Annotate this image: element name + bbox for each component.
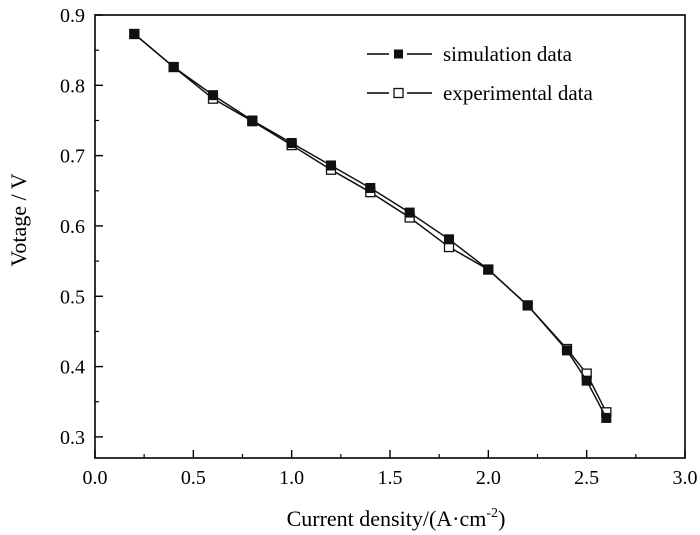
x-tick-label: 2.0 (476, 467, 501, 489)
legend-item-simulation: simulation data (367, 42, 573, 66)
data-point-filled (483, 264, 494, 275)
y-tick-label: 0.6 (60, 216, 85, 238)
data-point-filled (522, 300, 533, 311)
x-tick-label: 0.5 (181, 467, 206, 489)
data-point-filled (365, 182, 376, 193)
data-point-filled (208, 90, 218, 101)
data-point-filled (601, 412, 612, 423)
y-tick-label: 0.4 (60, 357, 85, 379)
data-point-filled (562, 345, 572, 356)
data-point-filled (444, 234, 454, 245)
y-axis-label: Votage / V (6, 173, 31, 266)
data-point-filled (129, 28, 140, 39)
series-line (133, 33, 608, 413)
x-tick-label: 0.0 (83, 467, 108, 489)
y-tick-label: 0.9 (60, 5, 85, 27)
legend-marker-filled (394, 49, 403, 59)
ticks: 0.0 0.5 1.0 1.5 2.0 2.5 3.0 0.3 0.4 0.5 0.6 0.7 0.8 0… (60, 5, 698, 489)
x-axis-label-superscript: -2 (486, 506, 498, 521)
series-simulation (129, 28, 612, 423)
data-point-filled (168, 62, 179, 73)
legend-label: simulation data (443, 42, 573, 66)
data-point-filled (581, 375, 592, 386)
data-point-filled (404, 207, 415, 218)
x-tick-label: 2.5 (574, 467, 599, 489)
y-tick-label: 0.3 (60, 427, 85, 449)
data-point-filled (286, 137, 297, 148)
x-tick-label: 1.5 (378, 467, 403, 489)
data-point-filled (247, 115, 258, 126)
legend-label: experimental data (443, 81, 594, 105)
legend-marker-open (393, 87, 404, 99)
y-tick-label: 0.7 (60, 146, 85, 168)
series-line (133, 33, 607, 419)
series-layer (129, 28, 612, 423)
x-tick-label: 1.0 (279, 467, 304, 489)
y-tick-label: 0.5 (60, 286, 85, 308)
y-tick-label: 0.8 (60, 75, 85, 97)
data-point-filled (326, 160, 336, 171)
x-axis-label: Current density/(A·cm-2) (287, 506, 506, 531)
x-tick-label: 3.0 (673, 467, 698, 489)
legend: simulation data experimental data (367, 42, 594, 105)
legend-item-experimental: experimental data (367, 81, 594, 105)
